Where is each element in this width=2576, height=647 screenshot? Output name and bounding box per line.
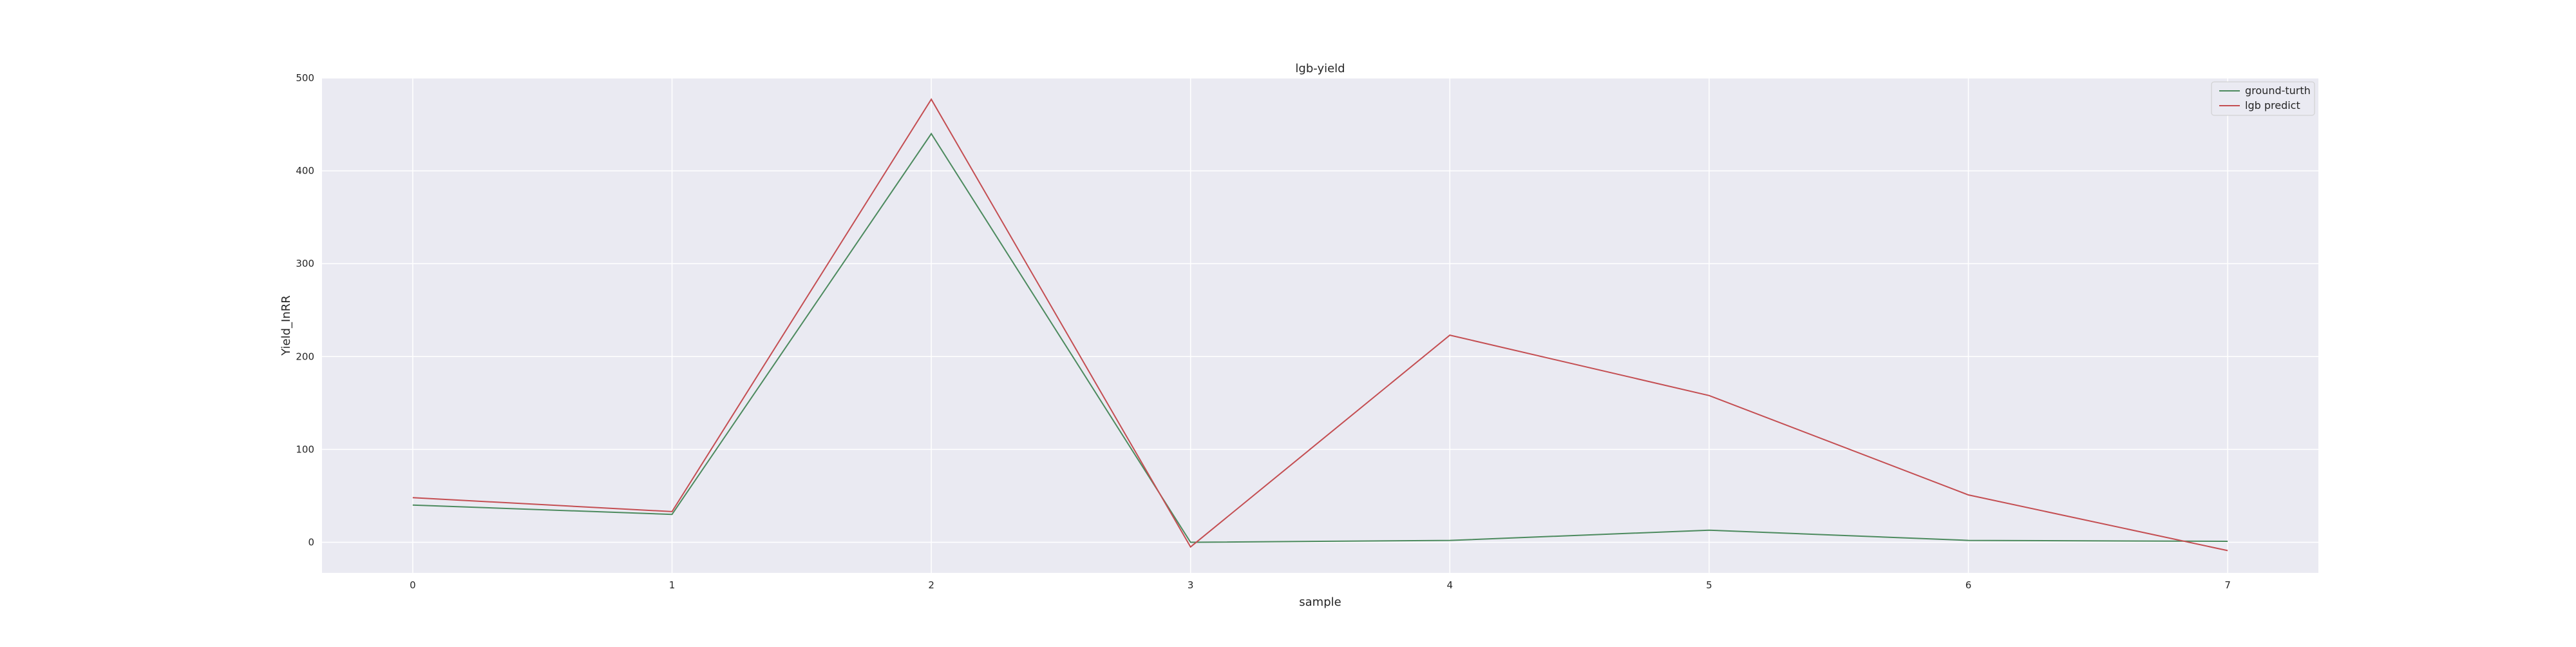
y-tick-label: 200 bbox=[296, 351, 314, 362]
x-tick-label: 0 bbox=[410, 579, 416, 591]
y-tick-label: 300 bbox=[296, 258, 314, 269]
x-axis-label: sample bbox=[1299, 595, 1341, 609]
series-line-lgb-predict bbox=[412, 98, 2228, 552]
x-tick-label: 7 bbox=[2224, 579, 2231, 591]
x-tick-labels: 0 1 2 3 4 5 6 7 bbox=[410, 579, 2231, 591]
legend-label-ground-turth: ground-turth bbox=[2245, 84, 2311, 97]
y-axis-label: Yield_InRR bbox=[279, 295, 293, 356]
y-tick-label: 500 bbox=[296, 72, 314, 84]
plot-area bbox=[322, 78, 2318, 573]
y-tick-label: 0 bbox=[308, 536, 314, 548]
chart-title: lgb-yield bbox=[1295, 62, 1345, 75]
legend-label-lgb-predict: lgb predict bbox=[2245, 99, 2300, 111]
y-tick-label: 400 bbox=[296, 165, 314, 177]
series-layer bbox=[412, 98, 2228, 552]
x-tick-label: 2 bbox=[928, 579, 934, 591]
grid-layer bbox=[322, 77, 2318, 573]
series-line-ground-turth bbox=[412, 132, 2228, 543]
x-tick-label: 4 bbox=[1447, 579, 1454, 591]
x-tick-label: 3 bbox=[1188, 579, 1194, 591]
y-tick-labels: 0 100 200 300 400 500 bbox=[296, 72, 314, 548]
x-tick-label: 5 bbox=[1706, 579, 1712, 591]
x-tick-label: 6 bbox=[1965, 579, 1972, 591]
x-tick-label: 1 bbox=[669, 579, 676, 591]
legend: ground-turth lgb predict bbox=[2211, 81, 2315, 116]
y-tick-label: 100 bbox=[296, 443, 314, 455]
